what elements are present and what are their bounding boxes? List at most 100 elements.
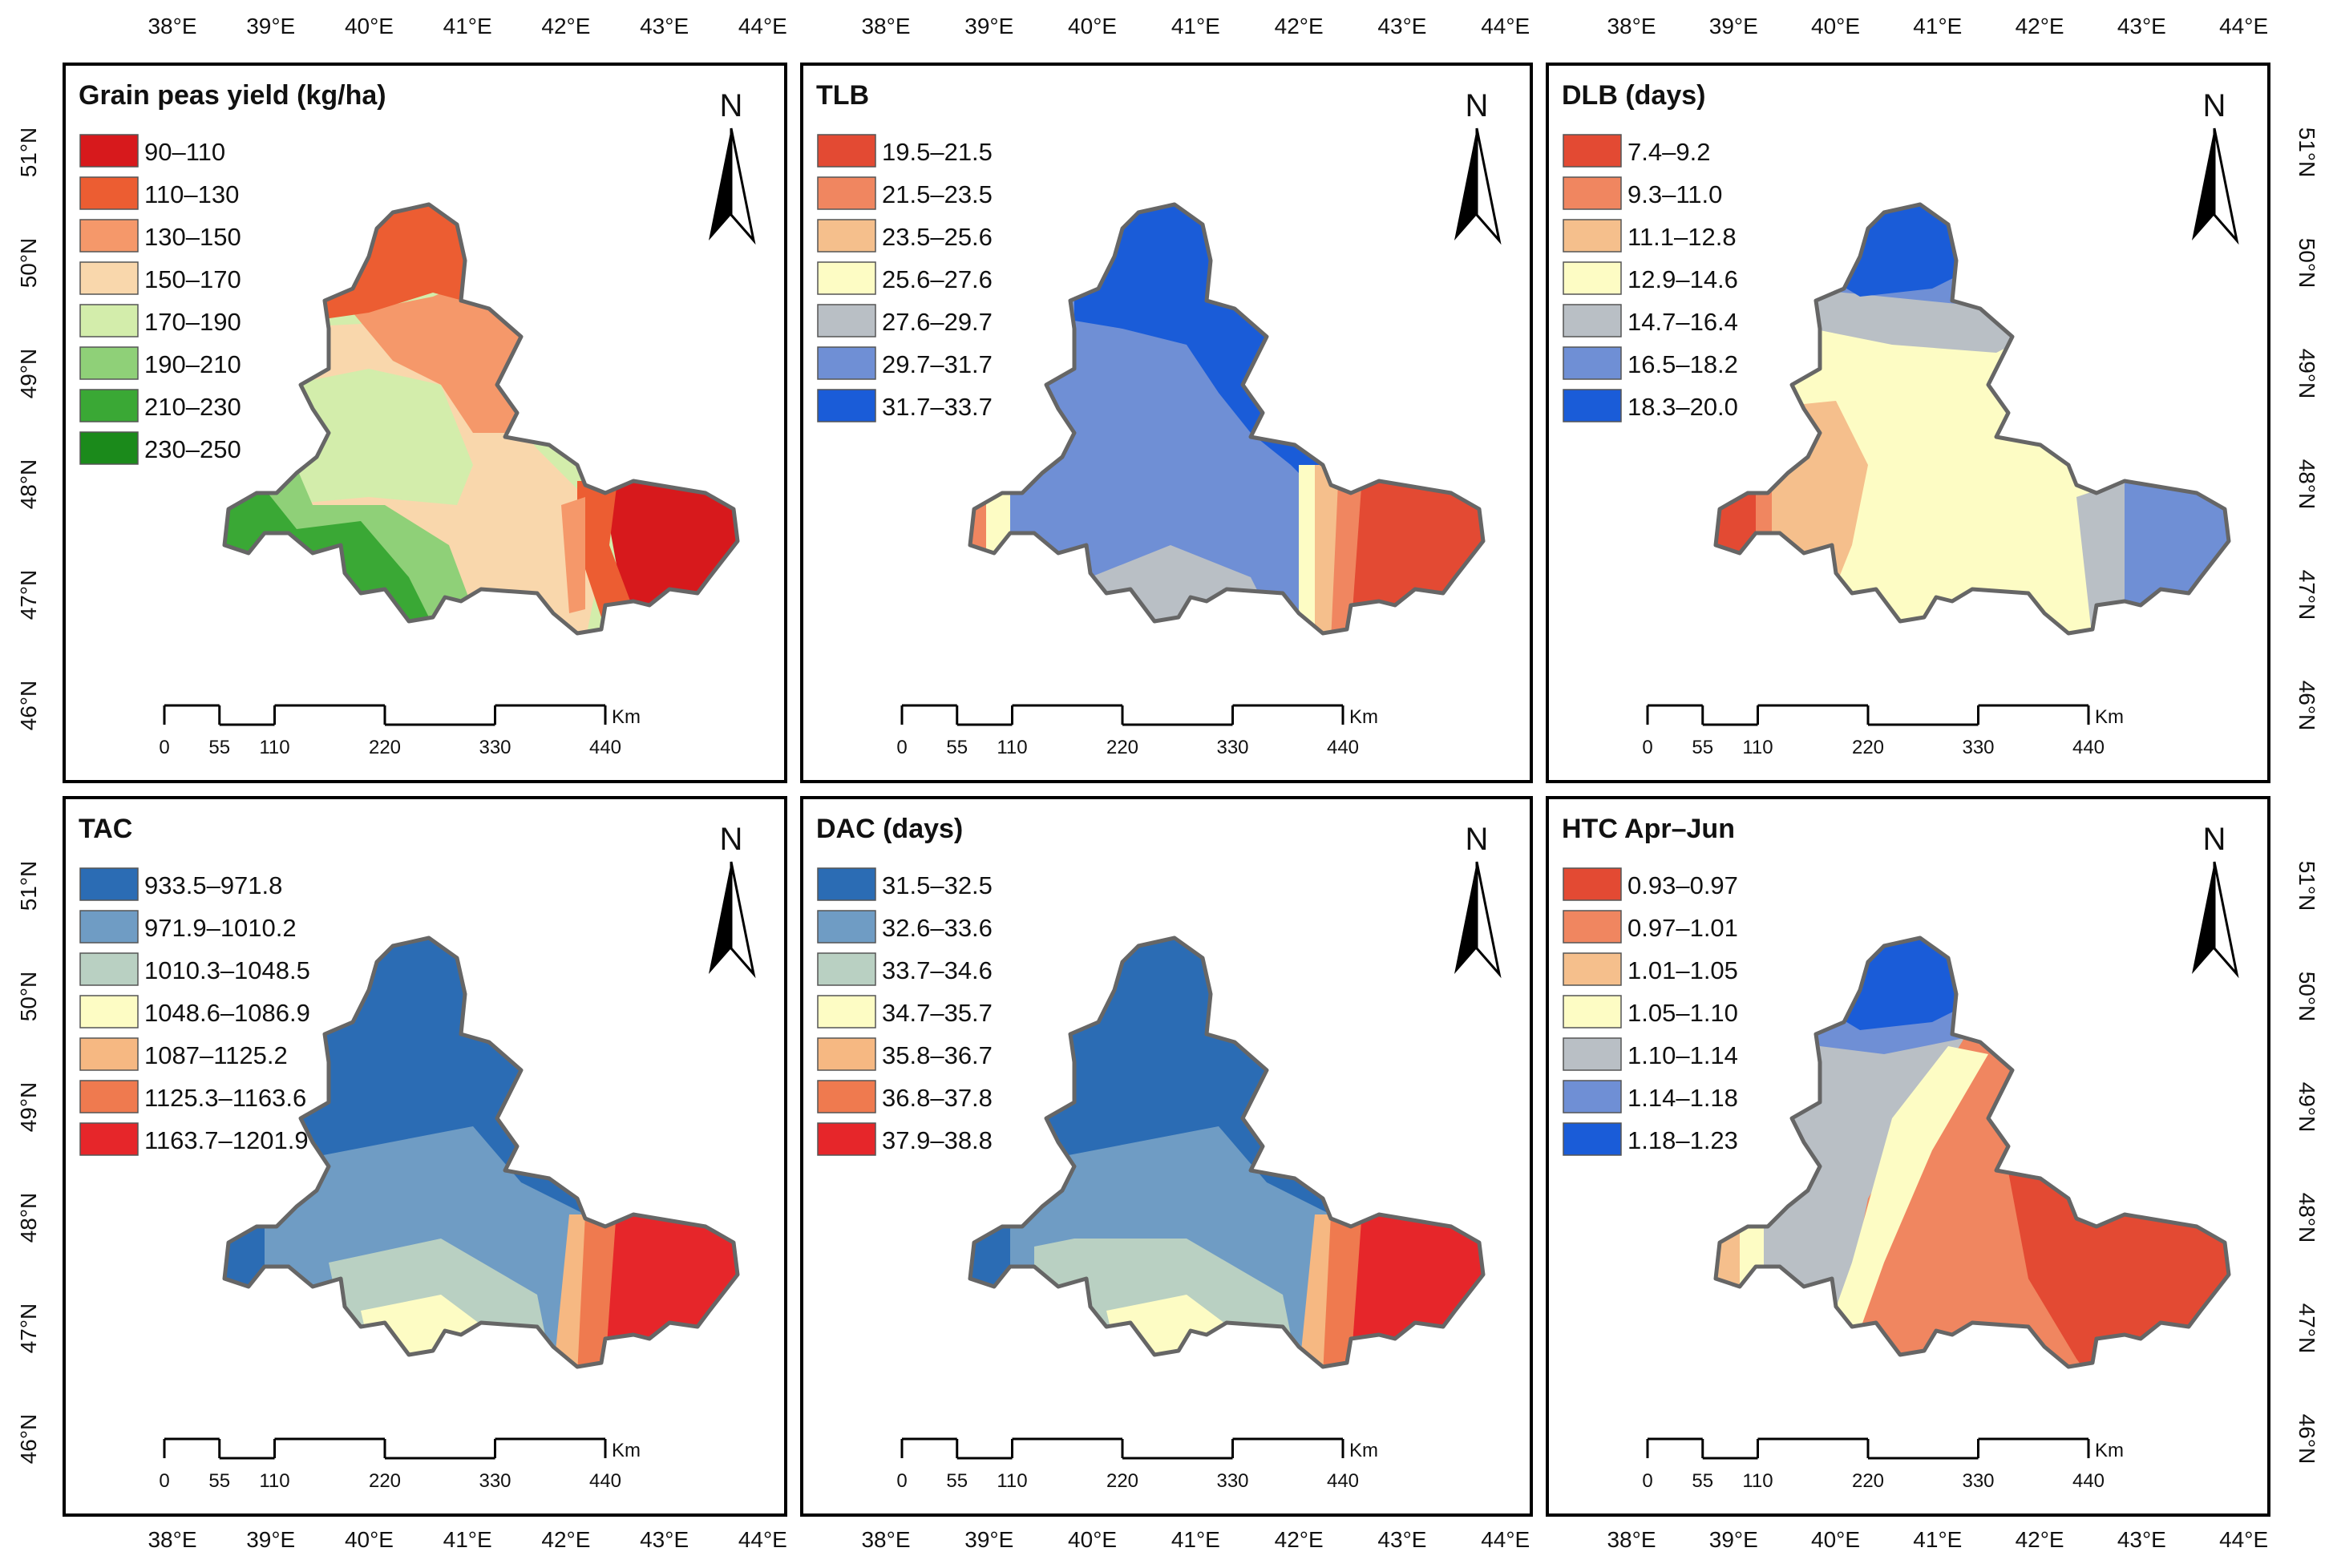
legend-swatch — [79, 134, 139, 168]
scale-label: 0 — [896, 1470, 907, 1492]
legend-label: 150–170 — [144, 265, 241, 293]
legend-swatch — [79, 431, 139, 465]
legend-swatch — [79, 261, 139, 295]
legend-label: 1010.3–1048.5 — [144, 956, 310, 984]
legend-label: 35.8–36.7 — [882, 1041, 993, 1069]
lon-label-bottom: 39°E — [246, 1527, 295, 1552]
region-outline — [222, 936, 740, 1369]
lat-label-left: 51°N — [16, 127, 41, 178]
lon-label-bottom: 38°E — [861, 1527, 910, 1552]
legend-swatch — [1563, 346, 1622, 380]
legend-label: 18.3–20.0 — [1627, 393, 1738, 421]
arrow-right — [730, 861, 756, 979]
north-arrow-icon: N — [2192, 88, 2239, 245]
legend-swatch — [817, 910, 876, 944]
lon-label-top: 44°E — [738, 14, 787, 38]
lat-label-left: 50°N — [16, 972, 41, 1022]
legend-swatch — [817, 261, 876, 295]
arrow-right — [2213, 861, 2239, 979]
scale-bar: 0 55 110 220 330 440 Km — [1642, 1437, 2124, 1492]
legend-swatch — [817, 219, 876, 253]
lat-label-right: 51°N — [2295, 861, 2319, 911]
scale-label: 55 — [946, 1470, 968, 1492]
scale-bar: 0 55 110 220 330 440 Km — [896, 1437, 1378, 1492]
legend-label: 29.7–31.7 — [882, 350, 993, 378]
zone-6 — [561, 497, 585, 613]
legend-swatch — [817, 304, 876, 337]
legend-swatch — [79, 1080, 139, 1113]
lon-label-top: 39°E — [964, 14, 1013, 38]
arrow-left — [2192, 862, 2214, 974]
legend-label: 21.5–23.5 — [882, 180, 993, 208]
north-arrow-icon: N — [709, 822, 756, 979]
scale-label: 220 — [369, 737, 401, 758]
legend-swatch — [1563, 910, 1622, 944]
north-label: N — [720, 822, 743, 857]
scale-unit: Km — [612, 706, 641, 728]
legend-swatch — [79, 995, 139, 1028]
arrow-left — [1454, 128, 1477, 240]
lon-label-bottom: 38°E — [148, 1527, 196, 1552]
scale-label: 55 — [1692, 737, 1713, 758]
lon-label-top: 42°E — [541, 14, 590, 38]
legend-label: 25.6–27.6 — [882, 265, 993, 293]
legend-label: 14.7–16.4 — [1627, 308, 1738, 336]
legend-swatch — [79, 910, 139, 944]
legend-swatch — [1563, 1037, 1622, 1071]
legend-label: 0.93–0.97 — [1627, 871, 1738, 899]
legend-label: 36.8–37.8 — [882, 1084, 993, 1112]
legend-label: 34.7–35.7 — [882, 999, 993, 1027]
scale-label: 440 — [1327, 1470, 1359, 1492]
scale-label: 55 — [946, 737, 968, 758]
lat-label-right: 47°N — [2295, 1303, 2319, 1354]
legend-swatch — [1563, 134, 1622, 168]
legend-swatch — [817, 389, 876, 422]
scale-bar: 0 55 110 220 330 440 Km — [159, 1437, 641, 1492]
legend-label: 933.5–971.8 — [144, 871, 282, 899]
scale-unit: Km — [612, 1440, 641, 1461]
legend-swatch — [817, 1037, 876, 1071]
legend-label: 16.5–18.2 — [1627, 350, 1738, 378]
scale-bar: 0 55 110 220 330 440 Km — [1642, 704, 2124, 758]
lon-label-bottom: 43°E — [2117, 1527, 2166, 1552]
legend-label: 11.1–12.8 — [1627, 223, 1737, 251]
legend-label: 1087–1125.2 — [144, 1041, 288, 1069]
legend-label: 1.18–1.23 — [1627, 1126, 1738, 1154]
north-label: N — [2203, 822, 2226, 857]
legend-label: 130–150 — [144, 223, 241, 251]
scale-label: 55 — [208, 737, 230, 758]
lat-label-left: 47°N — [16, 570, 41, 620]
arrow-left — [1454, 862, 1477, 974]
scale-unit: Km — [1349, 1440, 1378, 1461]
legend-swatch — [817, 176, 876, 210]
lon-label-top: 38°E — [861, 14, 910, 38]
lon-label-bottom: 38°E — [1607, 1527, 1656, 1552]
scale-label: 55 — [208, 1470, 230, 1492]
panel-title: DLB (days) — [1562, 80, 1705, 111]
lon-label-top: 43°E — [640, 14, 689, 38]
zone-5 — [577, 481, 633, 617]
lon-label-top: 43°E — [2117, 14, 2166, 38]
lat-label-right: 50°N — [2295, 238, 2319, 289]
lon-label-bottom: 39°E — [964, 1527, 1013, 1552]
lon-label-top: 42°E — [1275, 14, 1324, 38]
map-panel-dlb: DLB (days) 7.4–9.2 9.3–11.0 11.1–12.8 12.9–1… — [1546, 63, 2270, 783]
legend-label: 27.6–29.7 — [882, 308, 993, 336]
legend-swatch — [1563, 304, 1622, 337]
legend-label: 170–190 — [144, 308, 241, 336]
scale-label: 110 — [997, 737, 1027, 758]
scale-label: 330 — [1962, 737, 1994, 758]
scale-label: 110 — [259, 737, 289, 758]
lon-label-bottom: 40°E — [1811, 1527, 1860, 1552]
arrow-left — [709, 128, 731, 240]
zone-2 — [1804, 289, 2060, 353]
lon-label-top: 39°E — [246, 14, 295, 38]
scale-label: 440 — [2072, 1470, 2105, 1492]
scale-label: 220 — [1106, 1470, 1138, 1492]
legend-label: 37.9–38.8 — [882, 1126, 993, 1154]
lat-label-left: 46°N — [16, 681, 41, 731]
lon-label-top: 41°E — [443, 14, 492, 38]
lat-label-right: 48°N — [2295, 459, 2319, 510]
lat-label-right: 46°N — [2295, 681, 2319, 731]
legend-label: 32.6–33.6 — [882, 914, 993, 942]
